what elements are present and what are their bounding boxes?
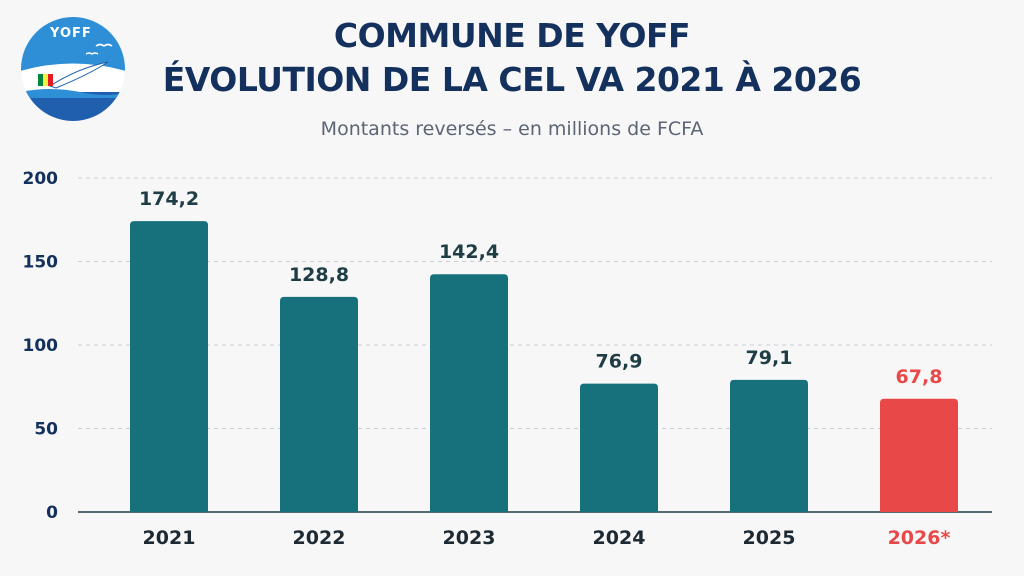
data-label: 76,9 [596,351,643,373]
page-title: COMMUNE DE YOFF ÉVOLUTION DE LA CEL VA 2… [0,14,1024,102]
chart-subtitle: Montants reversés – en millions de FCFA [320,118,704,140]
x-tick-label: 2023 [443,527,496,549]
data-label: 174,2 [139,188,199,210]
title-line-1: COMMUNE DE YOFF [333,16,691,55]
bar-2022 [280,296,358,512]
y-tick-label: 0 [46,503,58,523]
data-label: 142,4 [439,241,499,263]
x-tick-label: 2021 [143,527,196,549]
data-label: 128,8 [289,264,349,286]
y-tick-label: 100 [23,336,59,356]
title-line-2: ÉVOLUTION DE LA CEL VA 2021 À 2026 [162,60,862,99]
bar-2024 [580,383,658,512]
data-label: 79,1 [746,347,793,369]
logo-text: YOFF [50,26,92,41]
y-tick-label: 50 [34,420,58,440]
bar-2021 [130,221,208,512]
x-tick-label: 2025 [743,527,796,549]
x-tick-label: 2024 [593,527,646,549]
bar-2026 [880,398,958,512]
bar-2023 [430,274,508,512]
y-tick-label: 200 [23,169,59,189]
x-tick-label: 2026* [888,527,951,549]
y-tick-label: 150 [23,253,59,273]
x-tick-label: 2022 [293,527,346,549]
bar-2025 [730,379,808,512]
yoff-logo [21,17,125,121]
data-label: 67,8 [896,366,943,388]
